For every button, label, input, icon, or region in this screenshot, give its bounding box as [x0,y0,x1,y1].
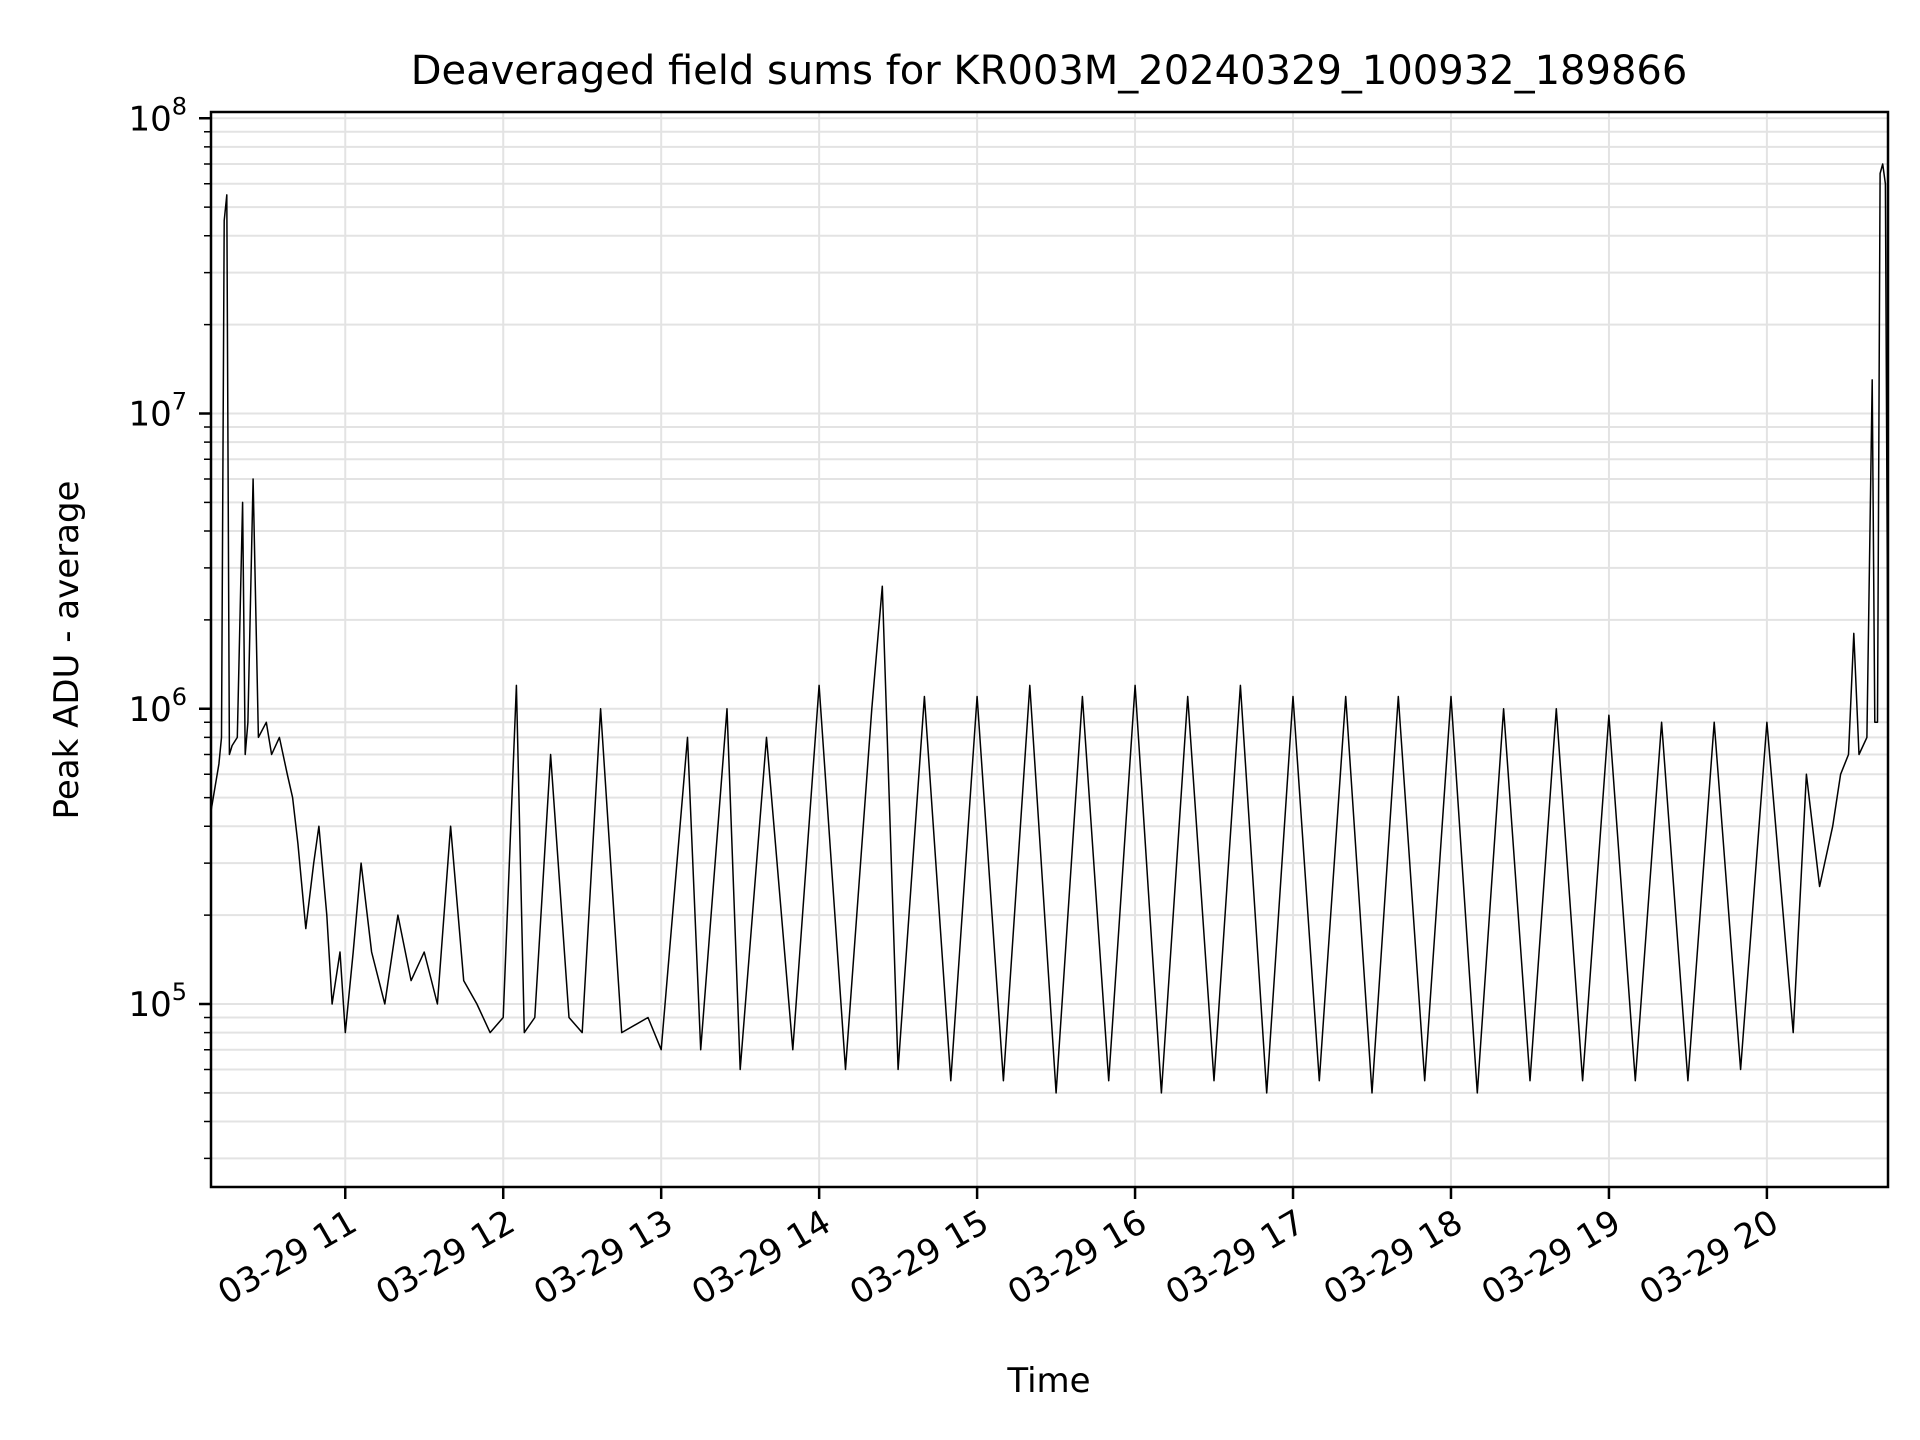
x-tick-label: 03-29 19 [1475,1202,1627,1313]
x-tick-label: 03-29 16 [1001,1202,1153,1313]
x-tick-label: 03-29 12 [369,1202,521,1313]
x-tick-label: 03-29 14 [685,1202,837,1313]
chart-title: Deaveraged field sums for KR003M_2024032… [411,48,1688,94]
x-axis: 03-29 11 03-29 12 03-29 13 03-29 14 03-29 15… [211,1187,1785,1313]
plot-frame [209,110,1890,1189]
x-tick-label: 03-29 15 [843,1202,995,1313]
y-tick-label: 106 [128,683,187,730]
series-line-0 [210,163,1889,1094]
x-tick-label: 03-29 18 [1317,1202,1469,1313]
x-tick-label: 03-29 13 [527,1202,679,1313]
x-axis-label: Time [1006,1361,1090,1401]
x-tick-label: 03-29 20 [1633,1202,1785,1313]
y-axis-label: Peak ADU - average [47,481,87,820]
y-tick-label: 108 [128,92,187,139]
x-tick-label: 03-29 17 [1159,1202,1311,1313]
x-tick-label: 03-29 11 [211,1202,363,1313]
line-layer [210,163,1889,1094]
y-axis: 105 106 107 108 [128,92,211,1160]
grid-layer [211,112,1888,1187]
y-tick-label: 105 [128,978,187,1025]
y-tick-label: 107 [128,388,187,435]
